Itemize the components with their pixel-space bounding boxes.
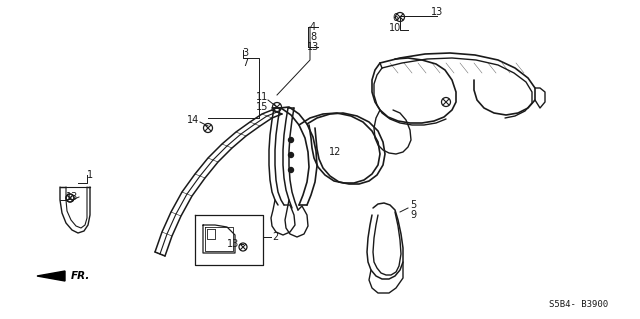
Text: 13: 13 — [431, 7, 443, 17]
Text: 2: 2 — [272, 232, 278, 242]
Text: 15: 15 — [256, 102, 268, 112]
Text: 13: 13 — [307, 42, 319, 52]
Circle shape — [289, 137, 294, 143]
Text: 9: 9 — [410, 210, 416, 220]
Text: 14: 14 — [187, 115, 199, 125]
Text: 13: 13 — [66, 192, 78, 202]
Text: 8: 8 — [310, 32, 316, 42]
Text: 10: 10 — [389, 23, 401, 33]
Text: 3: 3 — [242, 48, 248, 58]
Polygon shape — [37, 271, 65, 281]
Text: 11: 11 — [256, 92, 268, 102]
Text: 12: 12 — [329, 147, 341, 157]
Circle shape — [289, 167, 294, 173]
Text: 1: 1 — [87, 170, 93, 180]
Text: 4: 4 — [310, 22, 316, 32]
Circle shape — [289, 152, 294, 158]
Text: S5B4- B3900: S5B4- B3900 — [549, 300, 608, 309]
Text: 7: 7 — [242, 58, 248, 68]
Text: FR.: FR. — [71, 271, 90, 281]
Text: 13: 13 — [227, 239, 239, 249]
Text: 5: 5 — [410, 200, 416, 210]
Text: 6: 6 — [392, 13, 398, 23]
